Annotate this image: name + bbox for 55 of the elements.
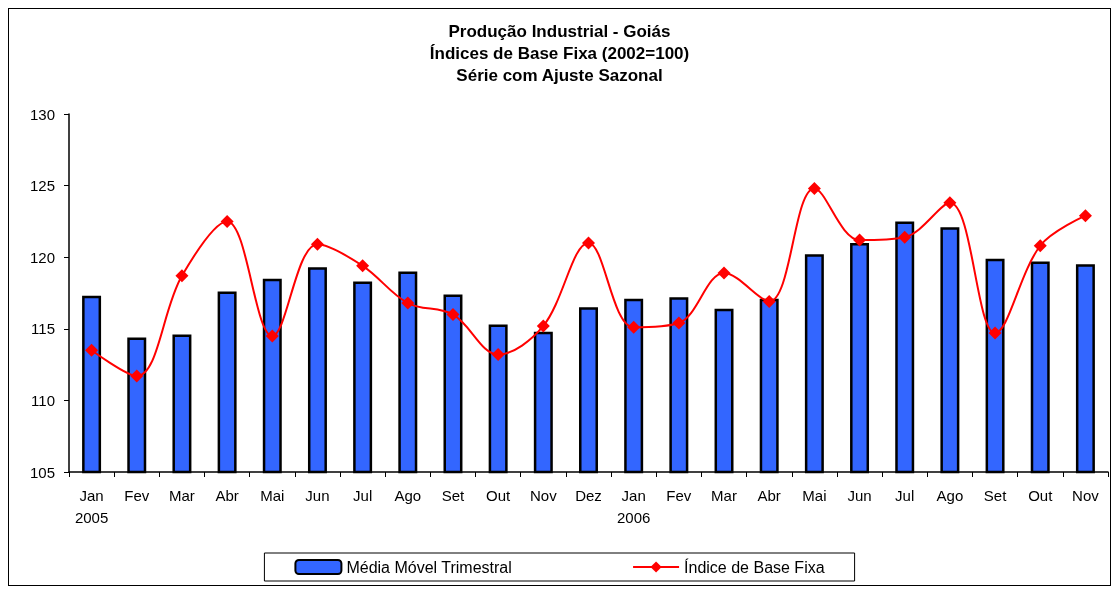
point: [943, 196, 957, 210]
y-tick-label: 110: [31, 391, 55, 409]
point: [717, 266, 731, 280]
point: [310, 237, 324, 251]
x-tick-label: Out: [1028, 486, 1054, 504]
legend-label: Média Móvel Trimestral: [346, 558, 512, 576]
chart-title: Produção Industrial - Goiás Índices de Base Fixa (2002=100) Série com Ajuste Sazonal: [429, 21, 690, 85]
point: [762, 295, 776, 309]
x-tick-label: Jan 2006: [616, 486, 651, 526]
point: [1078, 209, 1092, 223]
point: [401, 296, 415, 310]
point: [265, 329, 279, 343]
x-tick-label: Nov: [1072, 486, 1100, 504]
point: [672, 316, 686, 330]
x-tick-label: Jan 2005: [74, 486, 109, 526]
x-tick-label: Mai: [260, 486, 285, 504]
x-tick-label: Jul: [895, 486, 915, 504]
y-tick-label: 130: [29, 105, 55, 123]
legend-label: Índice de Base Fixa: [684, 557, 825, 576]
point: [988, 326, 1002, 340]
x-tick-label: Abr: [215, 486, 239, 504]
x-tick-label: Out: [486, 486, 512, 504]
x-tick-label: Set: [983, 486, 1008, 504]
point: [853, 233, 867, 247]
point: [130, 369, 144, 383]
point: [807, 181, 821, 195]
y-tick-label: 115: [31, 320, 55, 338]
x-tick-label: Nov: [529, 486, 558, 504]
point: [356, 259, 370, 273]
y-tick-label: 105: [29, 463, 55, 481]
x-tick-label: Jun: [305, 486, 330, 504]
x-tick-label: Dez: [575, 486, 602, 504]
x-tick-label: Fev: [124, 486, 150, 504]
x-tick-label: Ago: [394, 486, 422, 504]
point: [536, 319, 550, 333]
point: [1033, 239, 1047, 253]
y-tick-label: 125: [29, 177, 55, 195]
point: [491, 348, 505, 362]
x-tick-label: Mai: [802, 486, 827, 504]
point: [627, 320, 641, 334]
point: [582, 236, 595, 250]
point: [175, 269, 189, 283]
x-tick-label: Abr: [757, 486, 781, 504]
x-tick-label: Mar: [711, 486, 737, 504]
x-tick-label: Fev: [666, 486, 692, 504]
point: [85, 343, 99, 357]
x-tick-label: Set: [441, 486, 466, 504]
point: [220, 214, 234, 228]
x-tick-label: Jul: [353, 486, 373, 504]
point: [898, 230, 912, 244]
y-tick-label: 120: [29, 248, 55, 266]
x-tick-label: Ago: [936, 486, 964, 504]
point: [446, 307, 460, 321]
x-tick-label: Mar: [169, 486, 195, 504]
x-tick-label: Jun: [847, 486, 872, 504]
